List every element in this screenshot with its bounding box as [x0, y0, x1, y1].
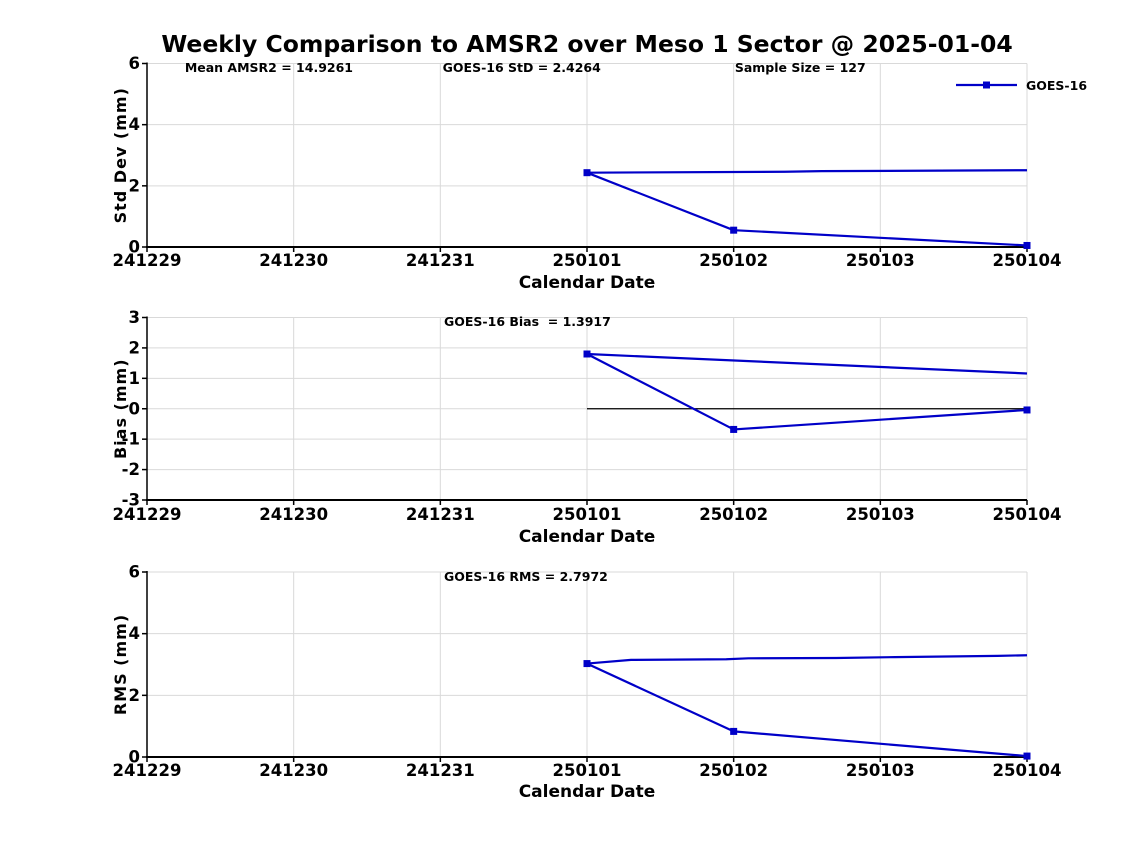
y-axis-title: Std Dev (mm): [111, 87, 130, 223]
panel-annotation: Sample Size = 127: [735, 60, 866, 75]
x-tick-label: 241231: [406, 251, 475, 270]
data-point-marker: [1023, 752, 1031, 760]
x-tick-label: 250103: [846, 251, 915, 270]
y-tick-label: -3: [122, 491, 140, 510]
x-tick-label: 241231: [406, 761, 475, 780]
y-tick-label: -2: [122, 460, 140, 479]
y-tick-label: 2: [129, 176, 140, 195]
data-point-marker: [730, 226, 738, 234]
x-axis-title: Calendar Date: [519, 527, 656, 547]
y-tick-label: 4: [129, 624, 140, 643]
y-axis-title: Bias (mm): [111, 358, 130, 459]
y-tick-label: -1: [122, 430, 140, 449]
y-tick-label: 0: [129, 238, 140, 257]
data-point-marker: [730, 727, 738, 735]
x-tick-label: 241230: [259, 761, 328, 780]
panel-annotation: GOES-16 RMS = 2.7972: [444, 569, 608, 584]
x-tick-label: 250103: [846, 505, 915, 524]
x-axis-title: Calendar Date: [519, 782, 656, 802]
panel-std-dev: 241229 241230 241231 250101 250102 250103 2501…: [111, 54, 1087, 293]
panel-rms: 241229 241230 241231 250101 250102 250103 2501…: [111, 563, 1061, 803]
data-point-marker: [1023, 241, 1031, 249]
y-tick-label: 0: [129, 399, 140, 418]
x-tick-label: 241229: [113, 251, 182, 270]
y-tick-label: 6: [129, 54, 140, 73]
x-tick-label: 250101: [553, 505, 622, 524]
x-tick-label: 250104: [993, 505, 1062, 524]
x-tick-label: 241231: [406, 505, 475, 524]
panel-annotation: GOES-16 StD = 2.4264: [443, 60, 601, 75]
panel-annotation: Mean AMSR2 = 14.9261: [185, 60, 353, 75]
x-tick-label: 241229: [113, 761, 182, 780]
x-tick-label: 241229: [113, 505, 182, 524]
data-point-marker: [730, 425, 738, 433]
x-tick-label: 250101: [553, 251, 622, 270]
x-tick-label: 250104: [993, 251, 1062, 270]
x-tick-label: 250104: [993, 761, 1062, 780]
y-tick-label: 1: [129, 369, 140, 388]
x-tick-label: 250103: [846, 761, 915, 780]
series-line: [586, 352, 1028, 375]
y-tick-label: 2: [129, 686, 140, 705]
x-tick-label: 250101: [553, 761, 622, 780]
series-line: [586, 169, 1028, 174]
x-tick-label: 250102: [699, 505, 768, 524]
y-tick-label: 6: [129, 563, 140, 582]
legend-label: GOES-16: [1026, 78, 1087, 93]
y-tick-label: 2: [129, 338, 140, 357]
x-tick-label: 250102: [699, 251, 768, 270]
x-tick-label: 241230: [259, 251, 328, 270]
series-line: [586, 662, 1028, 758]
data-point-marker: [1023, 406, 1031, 414]
series-line: [586, 353, 1028, 431]
series-line: [586, 171, 1028, 247]
panel-bias: 241229 241230 241231 250101 250102 250103 2501…: [111, 308, 1061, 547]
x-tick-label: 250102: [699, 761, 768, 780]
panel-annotation: GOES-16 Bias = 1.3917: [444, 314, 611, 329]
y-tick-label: 3: [129, 308, 140, 327]
y-axis-title: RMS (mm): [111, 614, 130, 715]
y-tick-label: 0: [129, 748, 140, 767]
y-tick-label: 4: [129, 115, 140, 134]
legend-marker: [983, 81, 990, 89]
legend: GOES-16: [956, 78, 1087, 93]
chart-title: Weekly Comparison to AMSR2 over Meso 1 S…: [161, 30, 1012, 58]
x-tick-label: 241230: [259, 505, 328, 524]
x-axis-title: Calendar Date: [519, 273, 656, 293]
series-line: [586, 654, 1028, 665]
